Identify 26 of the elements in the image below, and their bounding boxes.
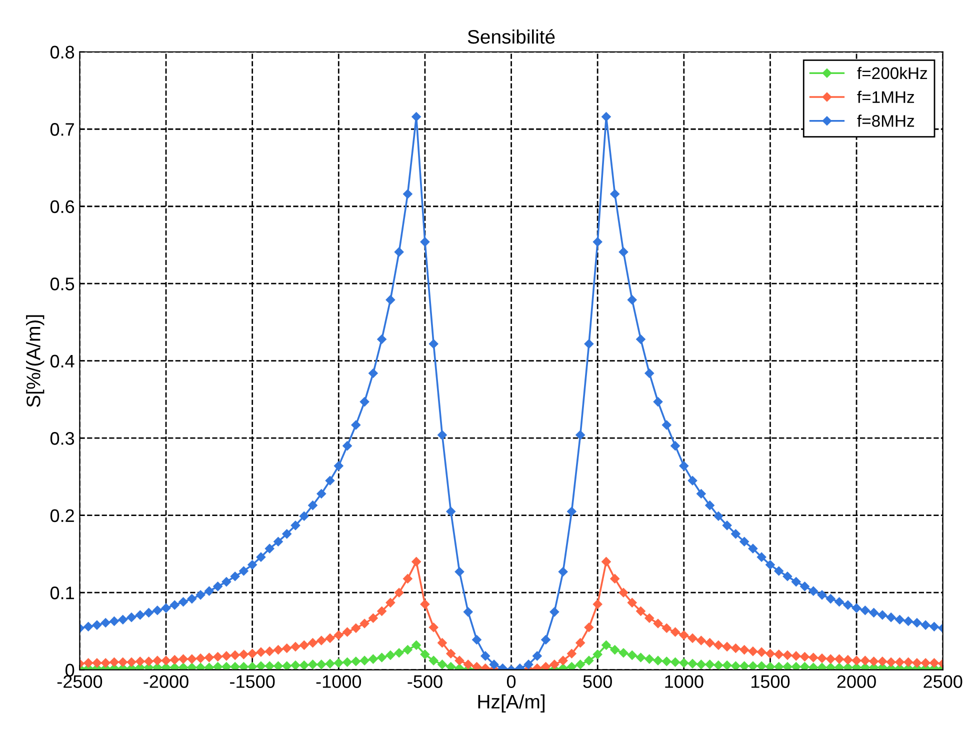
- legend-label: f=1MHz: [857, 90, 914, 103]
- x-tick-label: -2000: [144, 675, 188, 688]
- x-tick-label: 0: [506, 675, 516, 688]
- y-tick-label: 0: [66, 664, 74, 677]
- y-tick-label: 0.3: [50, 432, 74, 445]
- x-tick-label: -500: [408, 675, 442, 688]
- x-tick-label: 1500: [752, 675, 790, 688]
- x-tick-label: -1500: [230, 675, 275, 688]
- y-tick-label: 0.8: [50, 46, 74, 59]
- legend-label: f=200kHz: [857, 66, 928, 80]
- x-axis-title: Hz[A/m]: [478, 694, 544, 712]
- y-tick-label: 0.6: [50, 200, 74, 214]
- y-tick-label: 0.7: [50, 123, 74, 136]
- x-tick-label: 1000: [665, 675, 704, 688]
- x-tick-label: -2500: [57, 675, 102, 688]
- x-tick-label: 2000: [837, 675, 876, 688]
- y-axis-title: S[%/(A/m)]: [26, 315, 44, 407]
- legend-label: f=8MHz: [857, 114, 914, 127]
- x-tick-label: 500: [583, 675, 612, 688]
- y-tick-label: 0.2: [50, 509, 74, 522]
- x-tick-label: 2500: [924, 675, 962, 688]
- chart-title: Sensibilité: [468, 29, 555, 44]
- y-tick-label: 0.4: [50, 354, 74, 368]
- x-tick-label: -1000: [316, 675, 362, 688]
- y-tick-label: 0.5: [50, 278, 74, 290]
- y-tick-label: 0.1: [50, 586, 74, 600]
